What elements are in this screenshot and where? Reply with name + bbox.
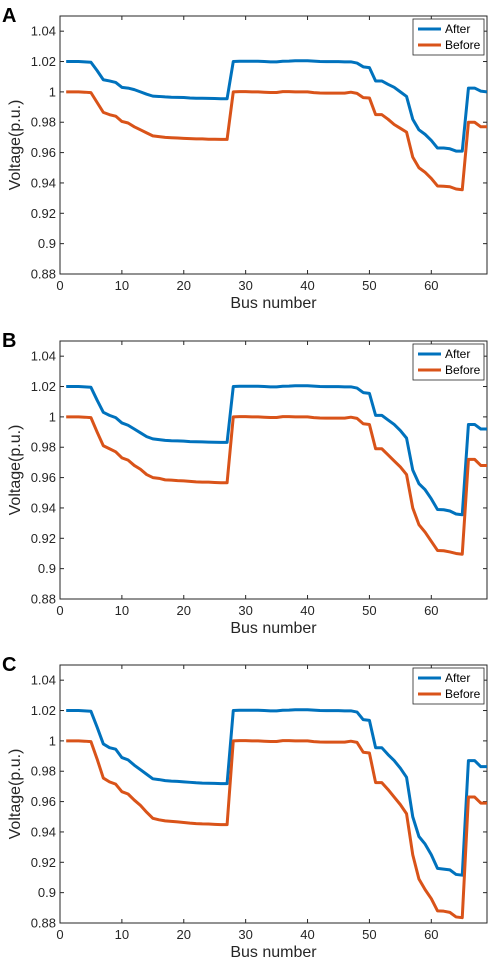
y-tick-label: 1.02	[31, 379, 56, 394]
y-tick-label: 0.88	[31, 916, 56, 931]
x-axis-label: Bus number	[230, 295, 317, 312]
y-tick-label: 0.9	[38, 236, 56, 251]
x-tick-label: 20	[177, 603, 191, 618]
y-tick-label: 0.88	[31, 267, 56, 282]
panel-label: C	[2, 654, 16, 676]
y-tick-label: 0.96	[31, 145, 56, 160]
legend-entry: Before	[445, 363, 481, 377]
y-tick-label: 0.96	[31, 470, 56, 485]
x-tick-label: 0	[56, 927, 63, 942]
chart-panel-B: B 0.88 0.9 0.92 0.94 0.96 0.98 1 1.02 1.04 0 10 20 30…	[2, 330, 488, 637]
series-line-after	[66, 59, 487, 153]
legend: After Before	[412, 18, 485, 56]
y-axis-label: Voltage(p.u.)	[7, 425, 24, 516]
legend-entry: After	[445, 347, 470, 361]
y-tick-label: 1.02	[31, 54, 56, 69]
y-tick-label: 1.04	[31, 673, 56, 688]
y-tick-label: 0.9	[38, 561, 56, 576]
legend: After Before	[412, 667, 485, 705]
y-tick-label: 1.04	[31, 24, 56, 39]
x-tick-label: 10	[115, 278, 129, 293]
y-axis-label: Voltage(p.u.)	[7, 749, 24, 840]
chart-panel-C: C 0.88 0.9 0.92 0.94 0.96 0.98 1 1.02 1.04 0 10 20 30…	[2, 654, 488, 961]
y-tick-label: 0.94	[31, 500, 56, 515]
x-tick-label: 50	[362, 278, 376, 293]
x-tick-label: 40	[300, 927, 314, 942]
series-line-after	[66, 384, 487, 517]
x-tick-label: 20	[177, 278, 191, 293]
x-tick-label: 60	[424, 278, 438, 293]
x-tick-label: 60	[424, 603, 438, 618]
legend-box	[412, 667, 485, 705]
y-tick-label: 1.02	[31, 703, 56, 718]
y-tick-label: 0.98	[31, 764, 56, 779]
legend-box	[412, 343, 485, 381]
x-tick-label: 20	[177, 927, 191, 942]
plot-area	[59, 340, 488, 600]
y-tick-label: 1	[49, 84, 56, 99]
y-tick-label: 1.04	[31, 349, 56, 364]
chart-panel-A: A 0.88 0.9 0.92 0.94 0.96 0.98 1 1.02 1.04 0 10 20 30…	[2, 5, 488, 312]
series-line-after	[66, 708, 487, 877]
y-axis-label: Voltage(p.u.)	[7, 100, 24, 191]
y-tick-label: 0.92	[31, 206, 56, 221]
series-line-before	[66, 739, 487, 920]
series-line-before	[66, 415, 487, 556]
legend-entry: After	[445, 22, 470, 36]
legend: After Before	[412, 343, 485, 381]
x-tick-label: 50	[362, 603, 376, 618]
x-tick-label: 40	[300, 278, 314, 293]
y-tick-label: 1	[49, 409, 56, 424]
y-tick-label: 0.88	[31, 592, 56, 607]
x-tick-label: 60	[424, 927, 438, 942]
y-tick-label: 0.98	[31, 115, 56, 130]
plot-area	[59, 664, 488, 924]
x-tick-label: 10	[115, 927, 129, 942]
legend-entry: Before	[445, 38, 481, 52]
series-line-before	[66, 90, 487, 192]
legend-entry: Before	[445, 687, 481, 701]
y-tick-label: 0.92	[31, 531, 56, 546]
y-tick-label: 0.94	[31, 824, 56, 839]
x-axis-label: Bus number	[230, 620, 317, 637]
y-tick-label: 0.9	[38, 885, 56, 900]
x-tick-label: 50	[362, 927, 376, 942]
x-tick-label: 40	[300, 603, 314, 618]
x-tick-label: 30	[238, 278, 252, 293]
y-tick-label: 0.98	[31, 440, 56, 455]
x-tick-label: 0	[56, 603, 63, 618]
x-tick-label: 30	[238, 603, 252, 618]
legend-box	[412, 18, 485, 56]
x-tick-label: 0	[56, 278, 63, 293]
x-tick-label: 10	[115, 603, 129, 618]
legend-entry: After	[445, 671, 470, 685]
x-tick-label: 30	[238, 927, 252, 942]
panel-label: B	[2, 330, 16, 352]
y-tick-label: 0.96	[31, 794, 56, 809]
panel-label: A	[2, 5, 16, 27]
y-tick-label: 0.92	[31, 855, 56, 870]
plot-area	[59, 15, 488, 275]
y-tick-label: 1	[49, 733, 56, 748]
x-axis-label: Bus number	[230, 944, 317, 961]
y-tick-label: 0.94	[31, 175, 56, 190]
